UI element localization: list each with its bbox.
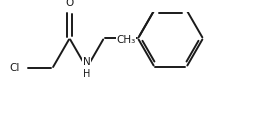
Text: N: N bbox=[83, 57, 90, 67]
Text: O: O bbox=[66, 0, 74, 8]
Text: H: H bbox=[83, 69, 90, 79]
Text: CH₃: CH₃ bbox=[117, 35, 136, 45]
Text: Cl: Cl bbox=[9, 63, 20, 73]
